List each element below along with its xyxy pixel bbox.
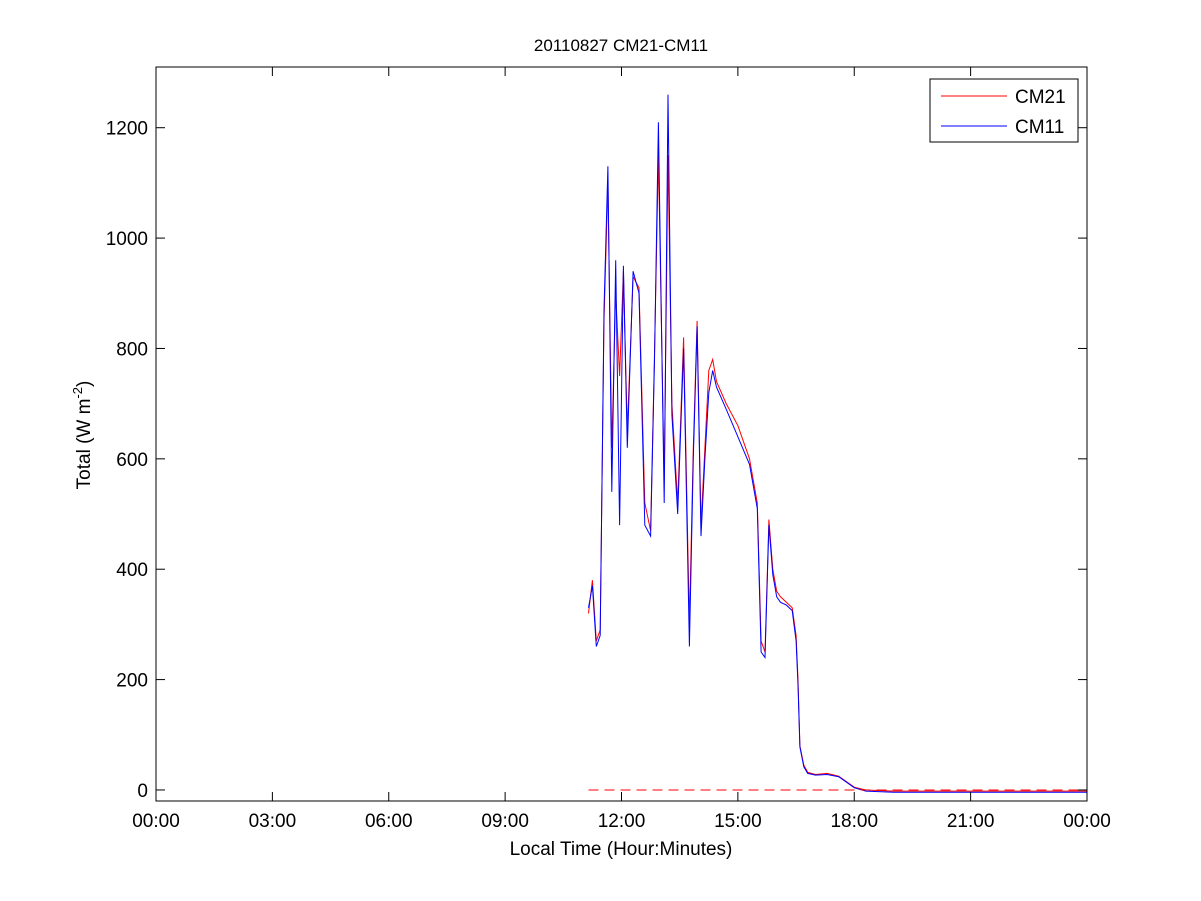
- x-tick-label: 21:00: [947, 811, 995, 832]
- x-tick-label: 06:00: [365, 811, 413, 832]
- legend-label-cm21: CM21: [1015, 87, 1066, 108]
- y-tick-label: 1200: [106, 119, 148, 140]
- plot-lines: [588, 94, 1087, 793]
- x-axis: 00:00 03:00 06:00 09:00 12:00 15:00 18:00 21:00…: [132, 67, 1111, 832]
- x-tick-label: 03:00: [249, 811, 297, 832]
- y-axis: 0 200 400 600 800 1000 1200: [106, 119, 1087, 802]
- y-axis-label-close: ): [74, 381, 95, 387]
- x-tick-label: 00:00: [132, 811, 180, 832]
- x-axis-label: Local Time (Hour:Minutes): [510, 839, 733, 860]
- legend-box: [929, 78, 1079, 143]
- x-tick-label: 15:00: [714, 811, 762, 832]
- legend-label-cm11: CM11: [1015, 117, 1064, 138]
- x-tick-label: 12:00: [598, 811, 646, 832]
- chart-title: 20110827 CM21-CM11: [534, 36, 708, 55]
- y-axis-label-sup: -2: [70, 387, 85, 399]
- y-tick-label: 1000: [106, 229, 148, 250]
- y-axis-label-main: Total (W m: [74, 399, 95, 490]
- series-line-cm11: [588, 94, 1087, 793]
- x-tick-label: 00:00: [1063, 811, 1111, 832]
- x-tick-label: 18:00: [830, 811, 878, 832]
- y-tick-label: 200: [116, 671, 148, 692]
- y-tick-label: 800: [116, 339, 148, 360]
- y-axis-label: Total (W m-2): [70, 381, 95, 490]
- y-tick-label: 400: [116, 560, 148, 581]
- y-tick-label: 0: [137, 781, 148, 802]
- x-tick-label: 09:00: [481, 811, 529, 832]
- y-tick-label: 600: [116, 450, 148, 471]
- legend: CM21 CM11: [929, 78, 1079, 143]
